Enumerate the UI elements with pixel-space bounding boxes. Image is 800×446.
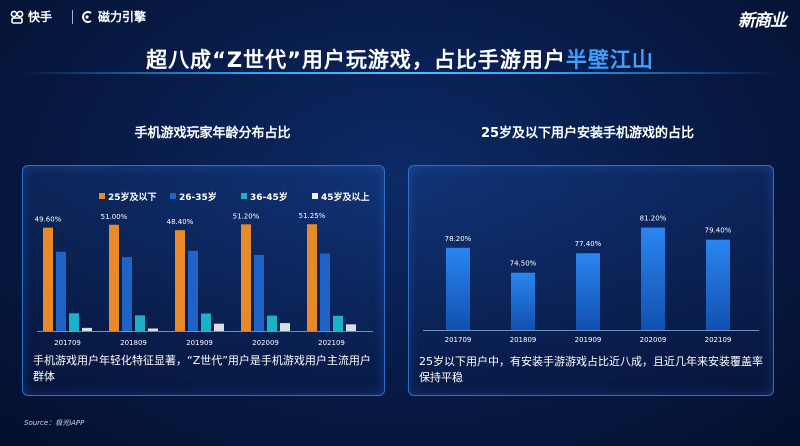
left-chart-panel: 25岁及以下 26-35岁 36-45岁 45岁及以上 49.60% 201709 51.0…: [22, 165, 385, 396]
x-tick-label: 202109: [705, 336, 732, 344]
x-tick-label: 201809: [510, 336, 537, 344]
kuaishou-logo-text: 快手: [28, 10, 53, 24]
cili-logo-text: 磁力引擎: [98, 10, 147, 24]
bar: [641, 227, 665, 330]
source-note: Source：极光iAPP: [24, 419, 85, 427]
title-underline: [20, 72, 780, 74]
x-tick-label: 202109: [318, 339, 345, 346]
bar: [122, 257, 132, 331]
age-distribution-chart: 25岁及以下 26-35岁 36-45岁 45岁及以上 49.60% 201709 51.0…: [35, 191, 373, 347]
cili-icon: [82, 10, 92, 23]
legend-label: 26-35岁: [179, 191, 217, 203]
x-tick-label: 202009: [252, 339, 279, 346]
data-label: 79.40%: [705, 227, 732, 235]
x-tick-label: 202009: [640, 336, 667, 344]
page-title: 超八成“Z世代”用户玩游戏，占比手游用户半壁江山: [0, 44, 800, 74]
x-tick-label: 201909: [575, 336, 602, 344]
data-label: 81.20%: [640, 215, 667, 223]
bar: [446, 247, 470, 330]
bar: [346, 324, 356, 331]
data-label: 51.20%: [233, 212, 260, 220]
x-tick-label: 201909: [186, 339, 213, 346]
legend-label: 45岁及以上: [321, 191, 370, 203]
cili-logo: 磁力引擎: [80, 8, 146, 25]
page-title-highlight: 半壁江山: [565, 48, 654, 72]
bar: [82, 327, 92, 331]
bar: [333, 315, 343, 331]
legend-swatch: [241, 193, 247, 199]
data-label: 77.40%: [575, 240, 602, 248]
bar: [511, 272, 535, 330]
bar: [43, 227, 53, 331]
bar: [188, 250, 198, 331]
bar: [320, 253, 330, 331]
bar: [267, 315, 277, 331]
bar: [280, 323, 290, 331]
data-label: 51.25%: [299, 212, 326, 220]
logo-divider: [72, 10, 73, 24]
bar: [69, 313, 79, 331]
legend-swatch: [99, 193, 105, 199]
x-tick-label: 201709: [54, 339, 81, 346]
bar: [175, 230, 185, 331]
bar: [307, 224, 317, 331]
x-tick-label: 201709: [445, 336, 472, 344]
bar: [109, 224, 119, 331]
right-panel-description: 25岁以下用户中，有安装手游游戏占比近八成，且近几年来安装覆盖率保持平稳: [419, 355, 763, 384]
legend-swatch: [312, 193, 318, 199]
legend-swatch: [170, 193, 176, 199]
bar: [201, 313, 211, 331]
left-panel-title: 手机游戏玩家年龄分布占比: [134, 126, 291, 141]
kuaishou-icon: [10, 10, 24, 24]
legend-label: 25岁及以下: [108, 191, 157, 203]
bar: [706, 239, 730, 330]
bar: [576, 253, 600, 330]
xinshangye-logo: 新商业: [738, 11, 787, 31]
data-label: 48.40%: [167, 218, 194, 226]
data-label: 78.20%: [445, 235, 472, 243]
install-ratio-chart: 78.20% 201709 74.50% 201809 77.40% 201909 81.2…: [423, 215, 759, 344]
kuaishou-logo: 快手: [10, 8, 52, 25]
left-panel-description: 手机游戏用户年轻化特征显著，“Z世代”用户是手机游戏用户主流用户群体: [33, 354, 371, 383]
bar: [214, 323, 224, 331]
bar: [56, 251, 66, 331]
x-tick-label: 201809: [120, 339, 147, 346]
bar: [241, 224, 251, 331]
top-bar: 快手 磁力引擎 新商业: [0, 0, 800, 34]
data-label: 49.60%: [35, 216, 62, 224]
bar: [148, 328, 158, 331]
page-title-main: 超八成“Z世代”用户玩游戏，占比手游用户: [146, 48, 566, 72]
right-panel-title: 25岁及以下用户安装手机游戏的占比: [480, 126, 695, 141]
bar: [135, 315, 145, 331]
right-chart-panel: 78.20% 201709 74.50% 201809 77.40% 201909 81.2…: [408, 165, 774, 396]
data-label: 74.50%: [510, 260, 537, 268]
bar: [254, 254, 264, 331]
legend-label: 36-45岁: [250, 191, 288, 203]
data-label: 51.00%: [101, 213, 128, 221]
